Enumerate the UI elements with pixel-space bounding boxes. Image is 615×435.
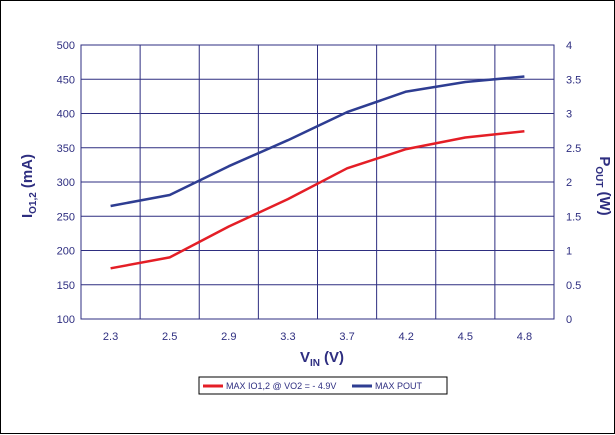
- x-axis-title: VIN (V): [300, 349, 344, 369]
- left-axis-ticks: 100 150 200 250 300 350 400 450 500: [57, 40, 75, 326]
- y-left-tick-label: 400: [57, 109, 75, 121]
- x-tick-label: 2.5: [162, 331, 177, 343]
- x-tick-label: 4.5: [458, 331, 473, 343]
- y-right-tick-label: 1: [566, 246, 572, 258]
- y-right-label-sub: OUT: [593, 166, 604, 187]
- y-right-tick-label: 1.5: [566, 211, 581, 223]
- y-left-label-main: I: [19, 214, 36, 218]
- legend-label-max-io: MAX IO1,2 @ VO2 = - 4.9V: [226, 381, 336, 391]
- legend-box: [198, 376, 448, 395]
- y-right-tick-label: 3.5: [566, 74, 581, 86]
- legend-label-max-pout: MAX POUT: [375, 381, 423, 391]
- y-right-axis-title: POUT (W): [593, 156, 613, 215]
- grid-lines: [80, 44, 555, 320]
- y-right-label-main: P: [596, 156, 613, 166]
- x-label-main: V: [300, 349, 310, 366]
- y-left-tick-label: 250: [57, 211, 75, 223]
- x-label-sub: IN: [310, 358, 320, 369]
- y-left-axis-title: IO1,2 (mA): [19, 154, 39, 218]
- y-right-tick-label: 0.5: [566, 280, 581, 292]
- x-tick-label: 3.7: [339, 331, 354, 343]
- x-axis-ticks: 2.3 2.5 2.9 3.3 3.7 4.2 4.5 4.8: [103, 331, 532, 343]
- y-left-tick-label: 200: [57, 246, 75, 258]
- y-right-label-unit: (W): [596, 191, 613, 215]
- y-left-label-unit: (mA): [19, 154, 36, 188]
- y-left-tick-label: 500: [57, 40, 75, 52]
- legend: MAX IO1,2 @ VO2 = - 4.9V MAX POUT: [198, 376, 448, 395]
- x-tick-label: 2.3: [103, 331, 118, 343]
- y-right-tick-label: 0: [566, 314, 572, 326]
- y-left-tick-label: 350: [57, 143, 75, 155]
- y-left-tick-label: 150: [57, 280, 75, 292]
- y-left-tick-label: 450: [57, 74, 75, 86]
- x-tick-label: 2.9: [221, 331, 236, 343]
- x-tick-label: 4.8: [517, 331, 532, 343]
- x-tick-label: 3.3: [280, 331, 295, 343]
- y-left-tick-label: 300: [57, 177, 75, 189]
- series-lines: [110, 75, 525, 270]
- y-right-tick-label: 3: [566, 109, 572, 121]
- x-tick-label: 4.2: [399, 331, 414, 343]
- y-left-label-sub: O1,2: [28, 192, 39, 214]
- series-line-max-pout: [110, 75, 525, 208]
- right-axis-ticks: 0 0.5 1 1.5 2 2.5 3 3.5 4: [566, 40, 581, 326]
- y-right-tick-label: 2.5: [566, 143, 581, 155]
- y-right-tick-label: 4: [566, 40, 572, 52]
- x-label-unit: (V): [324, 349, 344, 366]
- y-left-tick-label: 100: [57, 314, 75, 326]
- y-right-tick-label: 2: [566, 177, 572, 189]
- series-line-max-io: [110, 130, 525, 270]
